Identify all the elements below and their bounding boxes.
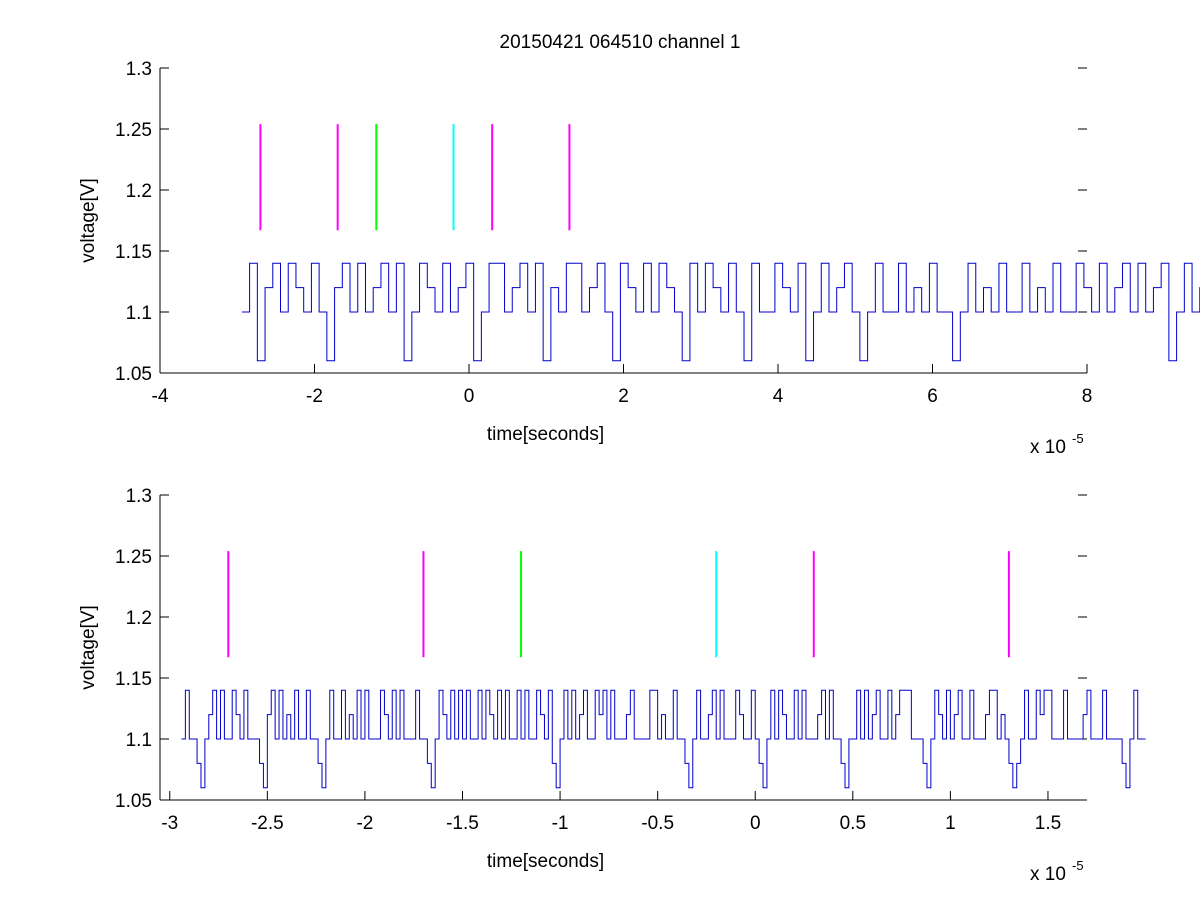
x-tick-label: 8: [1082, 386, 1093, 407]
x-tick-label: -2: [306, 386, 323, 407]
y-tick-label: 1.25: [115, 547, 152, 568]
top-subplot: 1.05 1.1 1.15 1.2 1.25 1.3 -4 -2 0 2 4 6 8 time[secon…: [78, 59, 1200, 458]
y-tick-label: 1.25: [115, 120, 152, 141]
x-tick-label: -3: [161, 813, 178, 834]
x-exponent: -5: [1072, 858, 1084, 873]
x-tick-label: 1.5: [1035, 813, 1061, 834]
bottom-subplot: 1.05 1.1 1.15 1.2 1.25 1.3 -3 -2.5 -2 -1.5 -1 -0.5 0…: [78, 486, 1146, 885]
y-axis-label: voltage[V]: [78, 178, 99, 263]
y-tick-label: 1.15: [115, 669, 152, 690]
signal-trace: [181, 689, 1146, 789]
chart-title: 20150421 064510 channel 1: [500, 32, 741, 53]
x-tick-label: -1.5: [446, 813, 479, 834]
y-tick-label: 1.3: [126, 486, 152, 507]
x-axis-label: time[seconds]: [487, 851, 604, 872]
y-tick-label: 1.2: [126, 181, 152, 202]
y-tick-label: 1.3: [126, 59, 152, 80]
y-tick-label: 1.05: [115, 791, 152, 812]
x-tick-label: 0: [464, 386, 475, 407]
y-axis-label: voltage[V]: [78, 605, 99, 690]
signal-trace: [241, 262, 1200, 362]
y-tick-label: 1.1: [126, 303, 152, 324]
x-tick-label: 2: [618, 386, 629, 407]
x-tick-label: -0.5: [641, 813, 674, 834]
x-tick-label: -2.5: [251, 813, 284, 834]
x-tick-label: 1: [945, 813, 956, 834]
y-tick-label: 1.2: [126, 608, 152, 629]
x-tick-label: -1: [552, 813, 569, 834]
x-tick-label: 4: [773, 386, 784, 407]
y-tick-label: 1.15: [115, 242, 152, 263]
x-tick-label: 6: [927, 386, 938, 407]
x-tick-label: -2: [356, 813, 373, 834]
x-exponent-label: x 10: [1030, 864, 1066, 885]
x-exponent: -5: [1072, 431, 1084, 446]
x-axis-label: time[seconds]: [487, 424, 604, 445]
x-exponent-label: x 10: [1030, 437, 1066, 458]
x-tick-label: 0: [750, 813, 761, 834]
x-tick-label: -4: [152, 386, 169, 407]
y-tick-label: 1.1: [126, 730, 152, 751]
y-tick-label: 1.05: [115, 364, 152, 385]
x-tick-label: 0.5: [840, 813, 866, 834]
